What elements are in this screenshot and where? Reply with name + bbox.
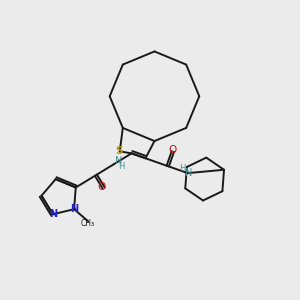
Text: O: O <box>169 146 177 155</box>
Text: N: N <box>49 209 57 219</box>
Text: S: S <box>116 146 123 156</box>
Text: CH₃: CH₃ <box>80 219 94 228</box>
Text: H: H <box>118 162 125 171</box>
Text: N: N <box>70 204 78 214</box>
Text: N: N <box>115 156 122 166</box>
Text: O: O <box>98 182 106 192</box>
Text: H: H <box>179 164 186 173</box>
Text: N: N <box>185 168 192 178</box>
